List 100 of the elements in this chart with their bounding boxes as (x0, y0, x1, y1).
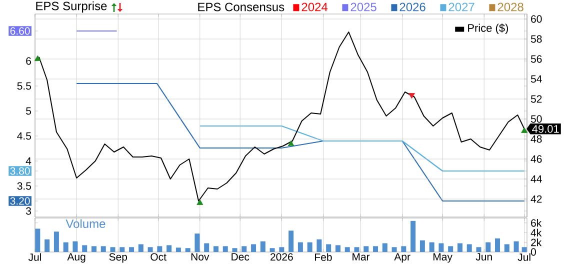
y-tick-label: 3.5 (17, 182, 32, 190)
y-tick-label: 6k (531, 219, 542, 227)
bar (410, 220, 416, 252)
bar (335, 245, 340, 252)
bar (204, 243, 210, 252)
point (196, 199, 204, 205)
point (521, 127, 528, 133)
bar (91, 246, 96, 252)
bar (401, 246, 406, 252)
bar (194, 234, 200, 252)
bar (232, 248, 238, 252)
bar (522, 247, 527, 252)
y2-tick-label: 44 (530, 175, 542, 183)
bar (148, 247, 153, 252)
y-tick-label: 3.80 (10, 167, 30, 175)
bar (185, 248, 190, 252)
bar (213, 246, 218, 252)
y-tick-label: 0 (530, 248, 536, 256)
y-tick-label: 6 (26, 57, 32, 65)
bar (382, 243, 388, 252)
y-tick-label: 6.60 (10, 27, 30, 35)
bar (495, 238, 500, 252)
y-tick-label: 3.20 (10, 197, 30, 205)
x-tick-label: May (433, 253, 452, 263)
bar (438, 243, 444, 252)
bar (288, 230, 294, 252)
x-tick-label: Mar (352, 253, 370, 261)
point (34, 55, 41, 61)
bar (504, 244, 510, 252)
y2-tick-label: 56 (530, 55, 542, 63)
legend-label: 2024 (302, 2, 328, 12)
bar (44, 239, 50, 252)
bar (176, 248, 181, 252)
legend-title: EPS Consensus (198, 2, 284, 12)
bar (392, 247, 397, 252)
y-tick-label: 5.5 (17, 82, 32, 90)
bar (307, 242, 312, 252)
data-label: 49.01 (532, 125, 559, 133)
bar (72, 241, 78, 252)
bar (63, 242, 68, 252)
bar (354, 247, 360, 252)
y2-tick-label: 54 (530, 75, 542, 83)
x-tick-label: Nov (191, 253, 210, 261)
legend-label: 2027 (448, 2, 474, 12)
bar (316, 239, 322, 252)
y-tick-label: 4 (26, 157, 32, 165)
y-tick-label: 4.5 (17, 132, 32, 140)
bar (448, 246, 454, 252)
legend-label: 2026 (400, 2, 426, 12)
y-tick-label: 5 (26, 107, 32, 115)
y-tick-label: 2k (531, 238, 542, 246)
bar (373, 246, 378, 252)
y2-tick-label: 48 (530, 135, 542, 143)
bar (298, 242, 303, 252)
bar (279, 247, 284, 252)
bar (100, 246, 106, 252)
x-tick-label: Apr (394, 253, 410, 263)
point (288, 140, 294, 146)
y2-tick-label: 52 (530, 95, 542, 103)
bar (420, 240, 425, 252)
chart-title: Volume (66, 219, 106, 228)
legend-label: 2028 (498, 2, 524, 12)
bar (222, 246, 228, 252)
bar (110, 247, 116, 252)
y2-tick-label: 42 (530, 195, 542, 203)
bar (260, 241, 266, 252)
bar (129, 247, 134, 252)
y2-tick-label: 60 (531, 15, 542, 23)
bar (54, 232, 59, 252)
bar (514, 241, 519, 252)
y2-tick-label: 50 (530, 115, 542, 123)
bar (270, 248, 275, 252)
bar (326, 244, 332, 252)
bar (138, 244, 144, 252)
x-tick-label: Aug (67, 253, 86, 263)
x-tick-label: 2026 (270, 253, 293, 261)
legend-label: Price ($) (468, 24, 508, 34)
x-tick-label: Jun (476, 253, 492, 261)
y2-tick-label: 46 (530, 155, 542, 163)
bar (476, 247, 482, 252)
bar (251, 244, 256, 252)
bar (82, 245, 88, 252)
bar (429, 242, 434, 252)
x-tick-label: Feb (315, 253, 332, 261)
bar (364, 246, 369, 252)
x-tick-label: Oct (150, 253, 166, 261)
y-tick-label: 4k (530, 228, 542, 236)
x-tick-label: Jul (28, 253, 42, 261)
bar (35, 228, 40, 252)
bar (457, 243, 462, 252)
bar (486, 242, 491, 252)
bar (344, 247, 350, 252)
legend-label: 2025 (350, 2, 376, 12)
bar (242, 246, 247, 252)
bar (466, 244, 472, 252)
y2-tick-label: 58 (530, 35, 542, 43)
bar (157, 246, 162, 252)
y-tick-label: 3 (26, 207, 32, 215)
x-tick-label: Dec (232, 253, 250, 261)
bar (120, 247, 125, 252)
